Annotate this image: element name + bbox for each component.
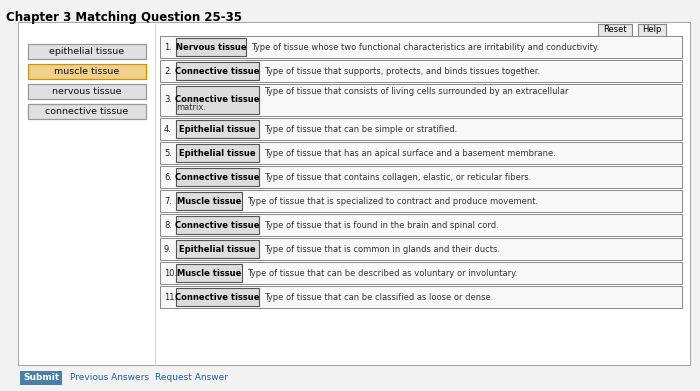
Text: Type of tissue that can be simple or stratified.: Type of tissue that can be simple or str…	[264, 124, 457, 133]
Bar	[18, 22, 690, 365]
Text: Type of tissue that can be classified as loose or dense.: Type of tissue that can be classified as…	[264, 292, 493, 301]
Bar	[160, 190, 682, 212]
Bar	[160, 238, 682, 260]
Bar	[176, 240, 259, 258]
Text: Connective tissue: Connective tissue	[175, 66, 260, 75]
Text: nervous tissue: nervous tissue	[52, 87, 122, 96]
Text: Muscle tissue: Muscle tissue	[177, 269, 241, 278]
Bar	[638, 24, 666, 36]
Text: 10.: 10.	[164, 269, 177, 278]
Text: 2.: 2.	[164, 66, 172, 75]
Bar	[176, 86, 259, 114]
Bar	[160, 142, 682, 164]
Text: 6.: 6.	[164, 172, 172, 181]
Text: Type of tissue that is common in glands and their ducts.: Type of tissue that is common in glands …	[264, 244, 500, 253]
Text: 1.: 1.	[164, 43, 172, 52]
Text: Type of tissue that contains collagen, elastic, or reticular fibers.: Type of tissue that contains collagen, e…	[264, 172, 531, 181]
Bar	[176, 264, 242, 282]
Text: Help: Help	[643, 25, 662, 34]
Text: Type of tissue that has an apical surface and a basement membrane.: Type of tissue that has an apical surfac…	[264, 149, 556, 158]
Text: Previous Answers: Previous Answers	[70, 373, 149, 382]
Text: 11.: 11.	[164, 292, 177, 301]
Text: Type of tissue whose two functional characteristics are irritability and conduct: Type of tissue whose two functional char…	[251, 43, 599, 52]
Bar	[28, 64, 146, 79]
Bar	[28, 44, 146, 59]
Bar	[20, 371, 62, 385]
Text: 8.: 8.	[164, 221, 172, 230]
Text: Epithelial tissue: Epithelial tissue	[179, 149, 256, 158]
Text: Submit: Submit	[23, 373, 59, 382]
Text: muscle tissue: muscle tissue	[55, 67, 120, 76]
Bar	[176, 288, 259, 306]
Text: Type of tissue that consists of living cells surrounded by an extracellular: Type of tissue that consists of living c…	[264, 88, 568, 97]
Text: connective tissue: connective tissue	[46, 107, 129, 116]
Bar	[176, 144, 259, 162]
Bar	[598, 24, 632, 36]
Bar	[176, 168, 259, 186]
Bar	[176, 216, 259, 234]
Text: Connective tissue: Connective tissue	[175, 172, 260, 181]
Bar	[176, 62, 259, 80]
Text: Type of tissue that can be described as voluntary or involuntary.: Type of tissue that can be described as …	[247, 269, 517, 278]
Text: Muscle tissue: Muscle tissue	[177, 197, 241, 206]
Text: Reset: Reset	[603, 25, 626, 34]
Text: Nervous tissue: Nervous tissue	[176, 43, 246, 52]
Text: Type of tissue that is found in the brain and spinal cord.: Type of tissue that is found in the brai…	[264, 221, 499, 230]
Bar	[160, 286, 682, 308]
Text: Chapter 3 Matching Question 25-35: Chapter 3 Matching Question 25-35	[6, 11, 242, 24]
Bar	[160, 36, 682, 58]
Text: Epithelial tissue: Epithelial tissue	[179, 244, 256, 253]
Text: 3.: 3.	[164, 95, 172, 104]
Text: 4.: 4.	[164, 124, 172, 133]
Text: Connective tissue: Connective tissue	[175, 292, 260, 301]
Text: epithelial tissue: epithelial tissue	[50, 47, 125, 56]
Bar	[160, 262, 682, 284]
Text: Type of tissue that supports, protects, and binds tissues together.: Type of tissue that supports, protects, …	[264, 66, 540, 75]
Text: 9.: 9.	[164, 244, 172, 253]
Bar	[160, 214, 682, 236]
Text: matrix.: matrix.	[176, 102, 206, 111]
Bar	[160, 84, 682, 116]
Text: Epithelial tissue: Epithelial tissue	[179, 124, 256, 133]
Bar	[160, 118, 682, 140]
Bar	[176, 120, 259, 138]
Bar	[28, 104, 146, 119]
Bar	[176, 38, 246, 56]
Text: Request Answer: Request Answer	[155, 373, 228, 382]
Bar	[176, 192, 242, 210]
Bar	[160, 60, 682, 82]
Text: Connective tissue: Connective tissue	[175, 95, 260, 104]
Text: 5.: 5.	[164, 149, 172, 158]
Text: Type of tissue that is specialized to contract and produce movement.: Type of tissue that is specialized to co…	[247, 197, 538, 206]
Text: 7.: 7.	[164, 197, 172, 206]
Text: Connective tissue: Connective tissue	[175, 221, 260, 230]
Bar	[28, 84, 146, 99]
Bar	[160, 166, 682, 188]
